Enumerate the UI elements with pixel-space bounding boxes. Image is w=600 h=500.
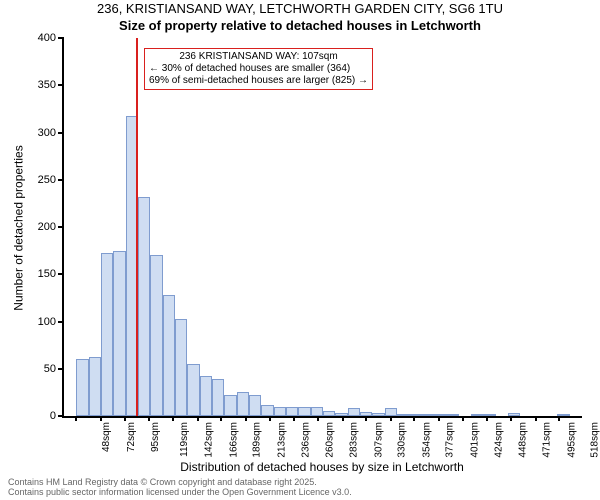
y-tick-mark [58,273,64,275]
x-tick-label: 189sqm [252,422,263,458]
plot-area: 05010015020025030035040048sqm72sqm95sqm1… [62,38,582,418]
y-tick-mark [58,132,64,134]
page: { "title": "236, KRISTIANSAND WAY, LETCH… [0,0,600,500]
x-tick-mark [558,416,560,421]
x-tick-label: 495sqm [566,422,577,458]
histogram-bar [237,392,249,416]
histogram-bar [249,395,261,416]
x-tick-mark [124,416,126,421]
histogram-bar [397,414,409,416]
histogram-bar [471,414,483,416]
chart-subtitle: Size of property relative to detached ho… [0,18,600,33]
histogram-bar [187,364,199,416]
y-axis-label-text: Number of detached properties [12,145,26,310]
y-tick-mark [58,226,64,228]
x-tick-label: 330sqm [397,422,408,458]
histogram-bar [150,255,162,416]
annotation-line-3: 69% of semi-detached houses are larger (… [149,75,368,87]
x-tick-label: 119sqm [179,422,190,457]
histogram-bar [422,414,434,416]
y-tick-mark [58,84,64,86]
histogram-bar [138,197,150,416]
histogram-bar [175,319,187,416]
x-tick-mark [100,416,102,421]
y-tick-mark [58,37,64,39]
x-tick-mark [390,416,392,421]
x-tick-mark [486,416,488,421]
x-tick-mark [413,416,415,421]
x-tick-mark [148,416,150,421]
x-tick-mark [293,416,295,421]
footer-line-2: Contains public sector information licen… [8,488,352,498]
x-tick-label: 283sqm [348,422,359,458]
histogram-bar [113,251,125,416]
x-tick-label: 377sqm [445,422,456,458]
x-tick-mark [75,416,77,421]
chart-title: 236, KRISTIANSAND WAY, LETCHWORTH GARDEN… [0,2,600,17]
annotation-line-1: 236 KRISTIANSAND WAY: 107sqm [149,51,368,63]
x-tick-label: 471sqm [542,422,553,458]
x-tick-label: 236sqm [300,422,311,458]
x-tick-mark [220,416,222,421]
histogram-bar [311,407,323,416]
y-tick-mark [58,179,64,181]
histogram-bar [89,357,101,416]
x-tick-mark [510,416,512,421]
histogram-bar [385,408,397,417]
x-tick-label: 307sqm [373,422,384,458]
x-tick-label: 166sqm [228,422,239,458]
annotation-box: 236 KRISTIANSAND WAY: 107sqm← 30% of det… [144,48,373,90]
x-tick-mark [365,416,367,421]
reference-line [136,38,138,416]
histogram-bar [76,359,88,416]
y-axis-label: Number of detached properties [12,38,26,418]
x-tick-mark [535,416,537,421]
x-tick-mark [462,416,464,421]
histogram-bar [261,405,273,416]
histogram-bar [163,295,175,416]
histogram-bar [372,413,384,416]
x-tick-label: 260sqm [325,422,336,458]
histogram-bar [298,407,310,416]
histogram-bar [200,376,212,416]
x-tick-mark [342,416,344,421]
x-tick-label: 142sqm [204,422,215,458]
histogram-bar [224,395,236,416]
y-tick-mark [58,415,64,417]
x-tick-label: 354sqm [421,422,432,458]
x-tick-mark [269,416,271,421]
x-tick-label: 48sqm [101,422,112,452]
x-tick-mark [172,416,174,421]
x-tick-mark [438,416,440,421]
y-tick-mark [58,368,64,370]
x-tick-label: 95sqm [150,422,161,452]
x-tick-label: 401sqm [470,422,481,458]
x-tick-label: 213sqm [276,422,287,458]
histogram-bar [286,407,298,416]
x-tick-mark [245,416,247,421]
histogram-bar [348,408,360,416]
x-tick-mark [317,416,319,421]
x-tick-label: 518sqm [590,422,600,458]
histogram-bar [101,253,113,416]
histogram-bar [274,407,286,416]
x-tick-label: 72sqm [126,422,137,452]
histogram-bar [434,414,446,416]
histogram-bar [483,414,495,416]
histogram-bar [446,414,458,416]
x-tick-label: 424sqm [493,422,504,458]
footer: Contains HM Land Registry data © Crown c… [8,478,352,498]
x-axis-label: Distribution of detached houses by size … [62,460,582,474]
x-tick-mark [197,416,199,421]
x-tick-label: 448sqm [518,422,529,458]
histogram-bar [212,379,224,416]
y-tick-mark [58,321,64,323]
annotation-line-2: ← 30% of detached houses are smaller (36… [149,63,368,75]
histogram-bar [323,411,335,416]
histogram-bar [409,414,421,416]
